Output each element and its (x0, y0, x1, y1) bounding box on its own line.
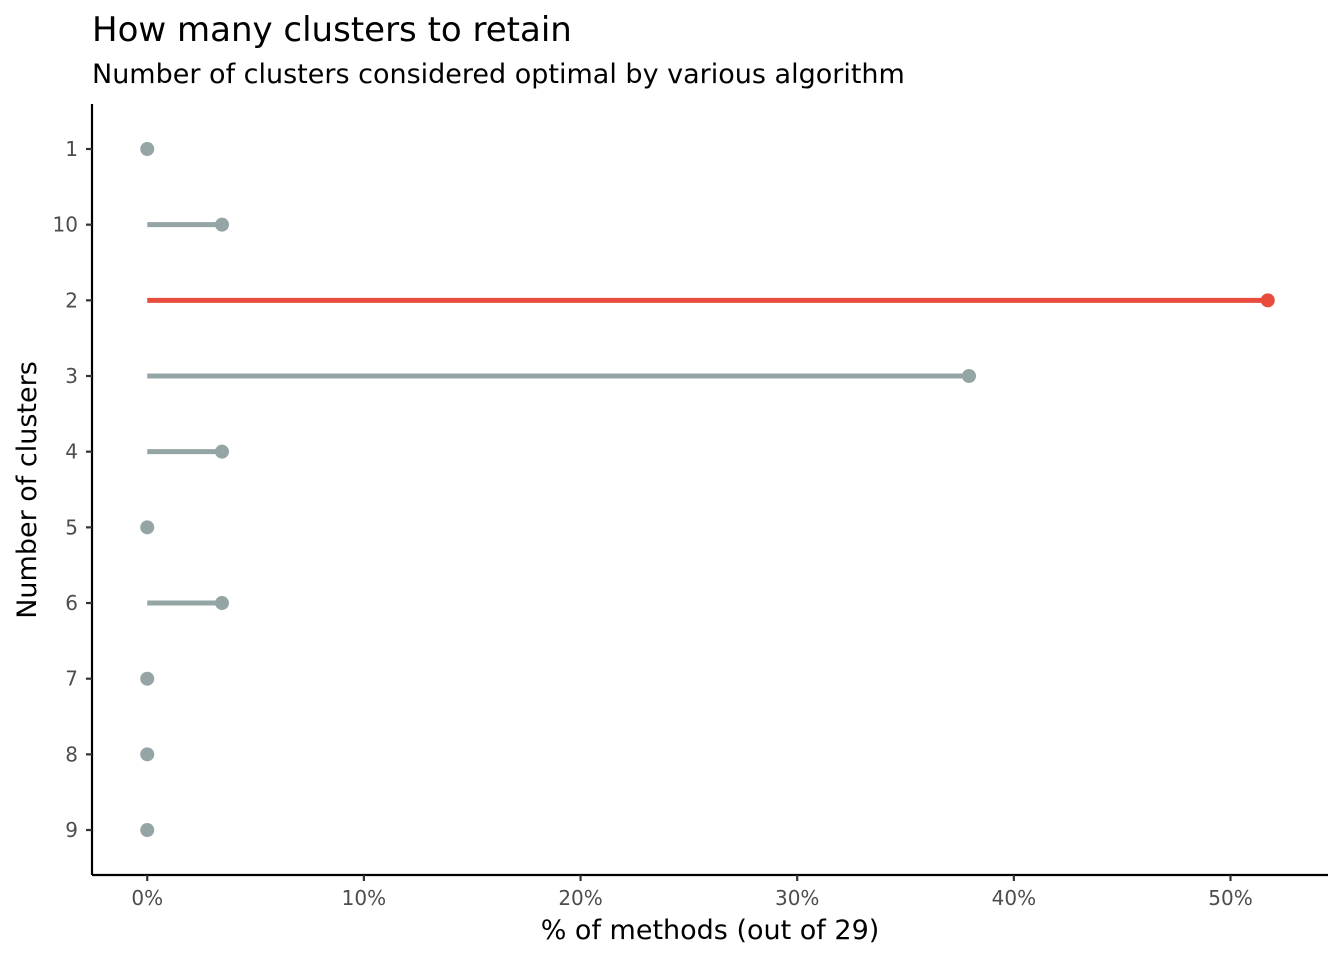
lollipop-point (140, 142, 155, 156)
x-tick-label: 40% (992, 886, 1036, 910)
x-tick-label: 20% (558, 886, 602, 910)
lollipop-point (1260, 293, 1275, 308)
x-axis-title: % of methods (out of 29) (541, 915, 880, 946)
chart-title: How many clusters to retain (92, 10, 572, 50)
y-axis: 1 10 2 3 4 5 6 7 8 9 (53, 104, 94, 875)
lollipop-point (140, 671, 155, 686)
y-tick-label: 5 (65, 515, 78, 539)
lollipop-point (214, 444, 229, 459)
y-tick-label: 9 (65, 818, 78, 842)
lollipop-point (140, 747, 155, 762)
lollipop-point (140, 520, 155, 535)
lollipop-point (214, 217, 229, 232)
y-tick-label: 2 (65, 288, 78, 312)
y-tick-label: 10 (53, 213, 78, 237)
x-tick-label: 10% (342, 886, 386, 910)
y-tick-label: 1 (65, 137, 78, 161)
plot-marks (140, 142, 1275, 838)
x-tick-label: 0% (131, 886, 163, 910)
y-tick-label: 7 (65, 667, 78, 691)
lollipop-point (214, 596, 229, 611)
lollipop-point (962, 369, 977, 384)
x-tick-label: 50% (1208, 886, 1252, 910)
y-tick-label: 8 (65, 742, 78, 766)
y-tick-label: 6 (65, 591, 78, 615)
chart-subtitle: Number of clusters considered optimal by… (92, 59, 905, 90)
x-tick-label: 30% (775, 886, 819, 910)
y-tick-label: 3 (65, 364, 78, 388)
lollipop-point (140, 823, 155, 838)
y-axis-title: Number of clusters (12, 361, 43, 619)
y-tick-label: 4 (65, 440, 78, 464)
x-axis: 0% 10% 20% 30% 40% 50% (92, 873, 1328, 910)
